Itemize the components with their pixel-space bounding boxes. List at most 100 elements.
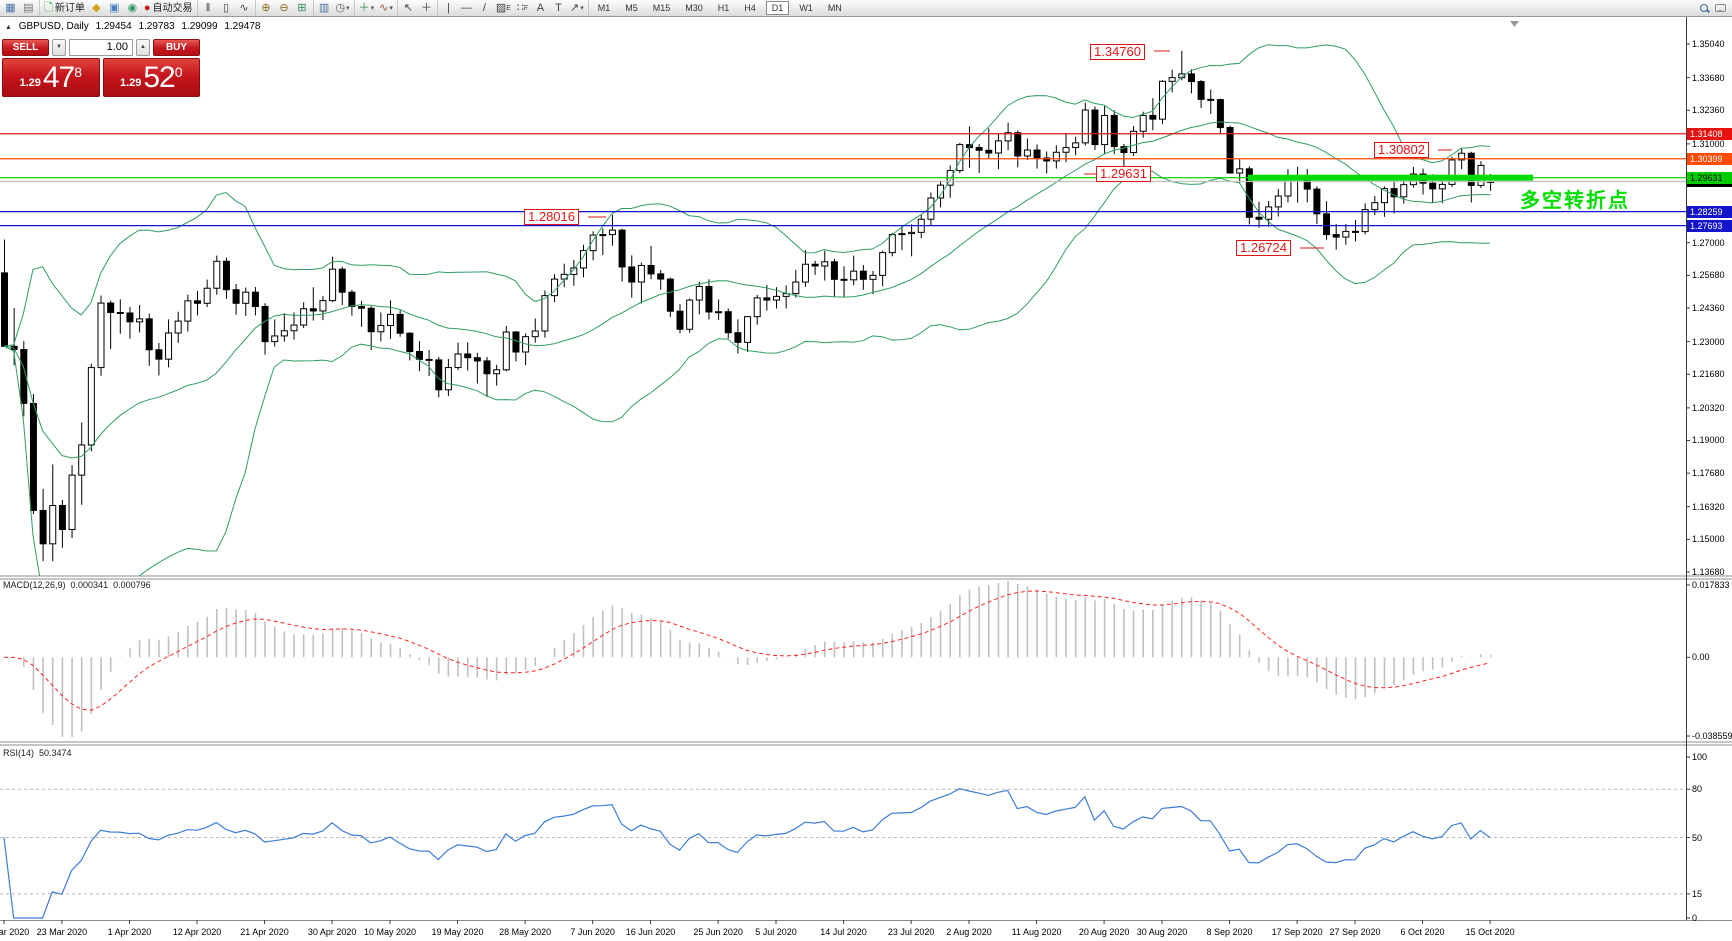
sell-button[interactable]: SELL	[2, 39, 49, 56]
rsi-tick-label: 80	[1692, 784, 1703, 795]
zoom-in-icon[interactable]: ⊕	[261, 1, 271, 14]
trend-segment[interactable]	[1248, 174, 1533, 181]
zoom-out-icon[interactable]: ⊖	[279, 1, 289, 14]
ohlc-high: 1.29783	[138, 21, 175, 32]
cursor-group: ↖ ＋	[398, 0, 438, 16]
buy-price-sup: 0	[174, 63, 183, 80]
symbol-label: GBPUSD, Daily	[18, 21, 89, 32]
bollinger-u	[3, 44, 1491, 347]
price-tick-label: 1.31000	[1692, 138, 1725, 149]
autotrading-button[interactable]: ● 自动交易	[144, 1, 193, 15]
timeframe-h4[interactable]: H4	[744, 3, 756, 13]
date-label: 11 Aug 2020	[1011, 927, 1062, 937]
price-tick-label: 1.32360	[1692, 105, 1725, 116]
bull-bear-turning-point-annotation[interactable]: 多空转折点	[1520, 190, 1630, 212]
price-callout-label[interactable]: 1.29631	[1096, 166, 1151, 182]
buy-button[interactable]: BUY	[153, 39, 200, 56]
chat-icon[interactable]	[1715, 4, 1726, 12]
add-indicator-icon[interactable]: ＋ ▾	[358, 1, 375, 14]
timeframe-h1[interactable]: H1	[717, 3, 730, 13]
text-label-icon[interactable]: T	[555, 1, 562, 14]
arrows-icon[interactable]: ↗ ▾	[569, 1, 584, 14]
market-watch-icon[interactable]: ◆	[92, 1, 101, 14]
new-order-button[interactable]: 🗋 新订单	[44, 1, 85, 15]
timeframe-m30[interactable]: M30	[685, 3, 703, 13]
ohlc-open: 1.29454	[95, 21, 132, 32]
price-level-badge: 1.28259	[1687, 205, 1732, 218]
price-level-badge: 1.29631	[1687, 171, 1732, 184]
date-label: 25 Jun 2020	[693, 927, 743, 937]
text-icon[interactable]: A	[536, 1, 545, 14]
date-label: 30 Apr 2020	[307, 927, 357, 937]
vertical-line-icon[interactable]: |	[446, 1, 450, 14]
timeframe-mn[interactable]: MN	[827, 3, 842, 13]
objects-group: | — / ▨ E ∷ F A T ↗ ▾	[438, 0, 589, 16]
price-callout-label[interactable]: 1.28016	[524, 209, 579, 225]
candlestick-chart-icon[interactable]: ▯	[222, 1, 230, 14]
date-label: 21 Apr 2020	[240, 927, 289, 937]
rsi-label: RSI(14) 50.3474	[3, 748, 72, 758]
new-order-label: 新订单	[54, 2, 85, 14]
rsi-tick-label: 50	[1692, 832, 1703, 843]
chart-type-group: ‖ ▯ ∿	[198, 0, 256, 16]
buy-price-button[interactable]: 1.29 52 0	[102, 58, 200, 97]
price-tick-label: 1.20320	[1692, 402, 1725, 413]
chart-shift-marker-icon[interactable]	[1510, 21, 1519, 27]
main-toolbar: ▦ ▤ 🗋 新订单 ◆ ▣ ◉ ● 自动交易 ‖ ▯ ∿ ⊕ ⊖ ⊞ ▥ ◷ ▾ …	[0, 0, 1732, 17]
timeframe-d1[interactable]: D1	[765, 1, 790, 15]
price-tick-label: 1.35040	[1692, 39, 1725, 49]
date-label: 19 May 2020	[431, 927, 484, 937]
date-label: 14 Jul 2020	[820, 927, 867, 937]
volume-decrease-button[interactable]: ▼	[52, 39, 66, 56]
auto-arrange-icon[interactable]: ▥	[318, 1, 330, 14]
timeframe-m15[interactable]: M15	[652, 3, 671, 13]
price-callout-label[interactable]: 1.34760	[1090, 44, 1145, 60]
chart-profiles-icon[interactable]: ▤	[23, 1, 34, 14]
date-label: 16 Jun 2020	[625, 927, 676, 937]
volume-increase-button[interactable]: ▲	[136, 39, 150, 56]
date-label: 30 Aug 2020	[1136, 927, 1188, 937]
bar-chart-icon[interactable]: ‖	[205, 1, 211, 14]
search-icon[interactable]	[1700, 3, 1709, 13]
equidistant-channel-icon[interactable]: ▨ E	[495, 1, 511, 14]
sell-price-big: 47	[42, 60, 75, 94]
fibonacci-icon[interactable]: ∷ F	[516, 1, 529, 14]
rsi-tick-label: 15	[1692, 888, 1703, 899]
symbol-expand-icon[interactable]: ▲	[5, 24, 12, 31]
navigator-icon[interactable]: ▣	[109, 1, 120, 14]
toolbar-right-group	[1700, 3, 1732, 13]
indicator-list-icon[interactable]: ∿ ▾	[379, 1, 393, 14]
sell-price-button[interactable]: 1.29 47 8	[2, 58, 100, 97]
price-callout-label[interactable]: 1.30802	[1374, 142, 1429, 158]
price-tick-label: 1.21680	[1692, 369, 1725, 380]
horizontal-line-icon[interactable]: —	[460, 1, 472, 14]
line-chart-icon[interactable]: ∿	[239, 1, 249, 14]
timeframe-w1[interactable]: W1	[799, 3, 813, 13]
date-label: 7 Jun 2020	[570, 927, 615, 937]
new-chart-icon[interactable]: ▦	[5, 1, 16, 14]
volume-input[interactable]: 1.00	[69, 39, 133, 56]
price-tick-label: 1.25680	[1692, 270, 1725, 281]
price-callout-label[interactable]: 1.26724	[1236, 240, 1291, 256]
crosshair-icon[interactable]: ＋	[420, 1, 432, 14]
price-level-badge: 1.30399	[1687, 152, 1732, 165]
buy-price-big: 52	[143, 60, 175, 94]
signals-icon[interactable]: ◉	[127, 1, 138, 14]
timeframe-m5[interactable]: M5	[625, 3, 638, 13]
bollinger-m	[3, 121, 1491, 459]
timeframe-m1[interactable]: M1	[597, 3, 611, 13]
ohlc-close: 1.29478	[224, 21, 261, 32]
ohlc-low: 1.29099	[181, 21, 218, 32]
sell-price-sup: 8	[74, 63, 83, 80]
price-tick-label: 1.17680	[1692, 468, 1725, 479]
macd-tick-label: 0.00	[1692, 652, 1710, 663]
trendline-icon[interactable]: /	[482, 1, 486, 14]
period-clock-icon[interactable]: ◷ ▾	[335, 1, 350, 14]
cursor-icon[interactable]: ↖	[403, 1, 413, 14]
tile-windows-icon[interactable]: ⊞	[297, 1, 307, 14]
new-order-icon: 🗋	[44, 1, 53, 14]
date-label: 6 Oct 2020	[1400, 927, 1445, 937]
chart-window-title: ▲ GBPUSD, Daily 1.29454 1.29783 1.29099 …	[5, 21, 264, 32]
